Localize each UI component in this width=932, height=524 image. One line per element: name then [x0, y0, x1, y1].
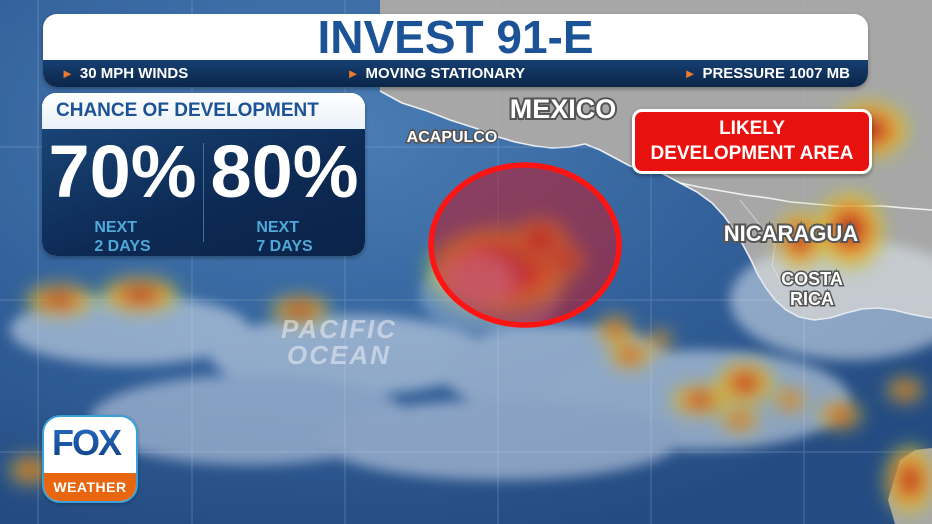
svg-text:COSTA: COSTA: [781, 269, 843, 289]
svg-text:NICARAGUA: NICARAGUA: [724, 221, 859, 246]
svg-text:ACAPULCO: ACAPULCO: [407, 129, 498, 146]
svg-text:MEXICO: MEXICO: [510, 94, 617, 124]
svg-text:RICA: RICA: [790, 289, 834, 309]
svg-text:OCEAN: OCEAN: [287, 340, 391, 370]
svg-text:FOX: FOX: [52, 423, 122, 463]
